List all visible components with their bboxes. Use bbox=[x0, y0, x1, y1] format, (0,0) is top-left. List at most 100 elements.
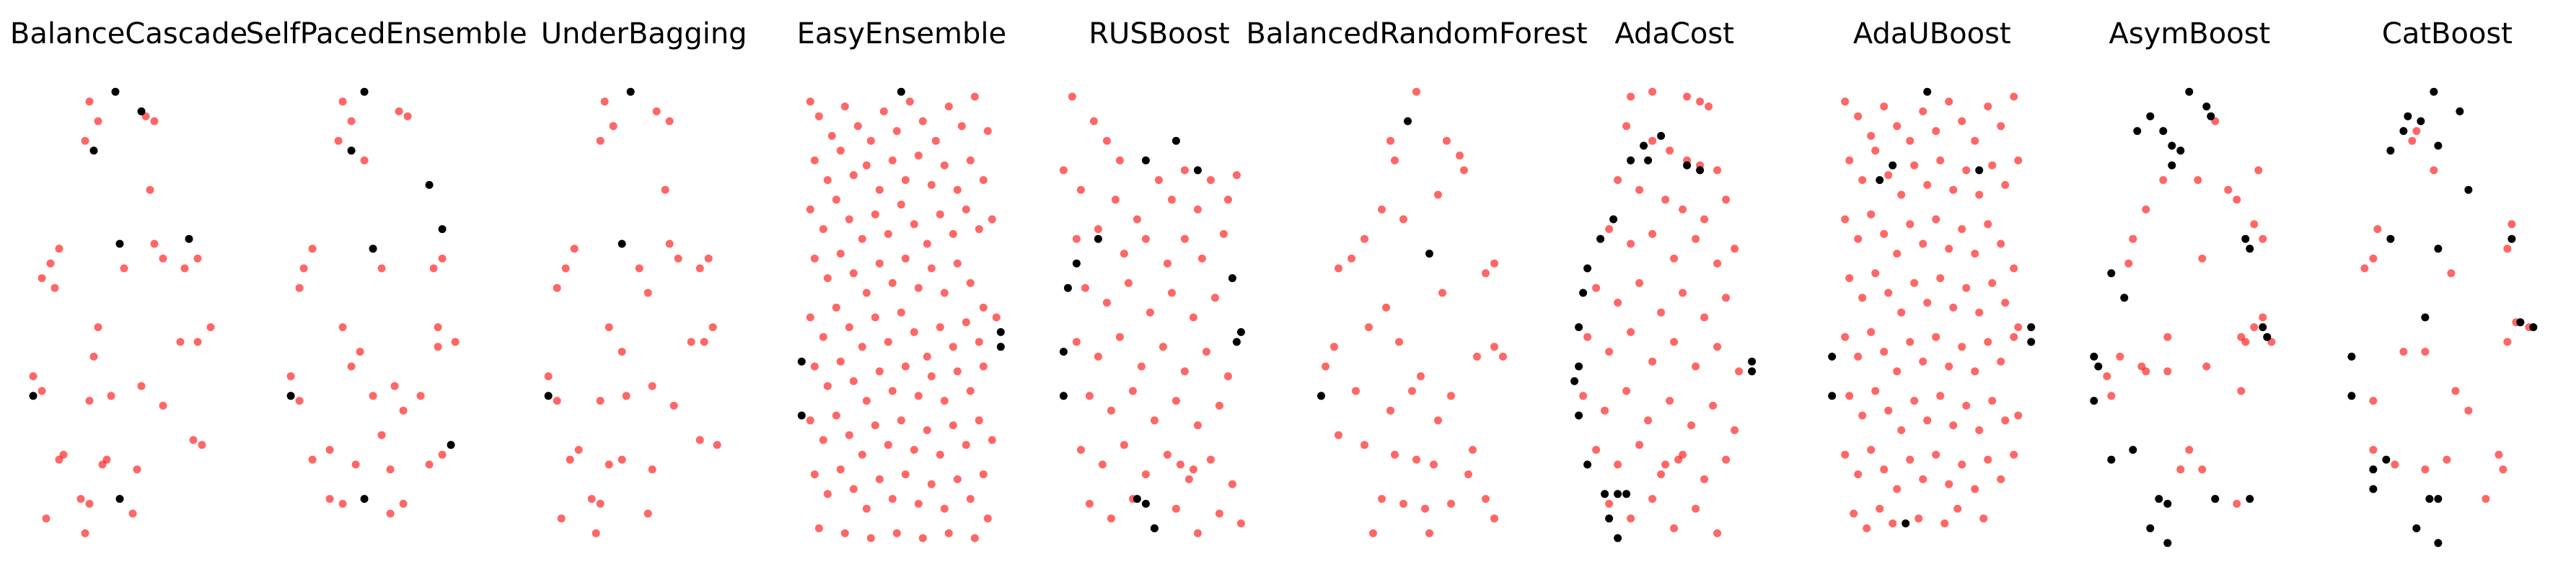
kept-point bbox=[1863, 524, 1871, 532]
kept-point bbox=[325, 495, 334, 503]
dropped-point bbox=[2425, 495, 2434, 503]
dropped-point bbox=[1063, 283, 1072, 292]
dropped-point bbox=[1828, 392, 1837, 400]
kept-point bbox=[1988, 397, 1997, 405]
kept-point bbox=[2369, 254, 2378, 263]
kept-point bbox=[1236, 519, 1245, 528]
kept-point bbox=[901, 176, 910, 185]
kept-point bbox=[1128, 387, 1137, 395]
dropped-point bbox=[1583, 264, 1592, 273]
kept-point bbox=[1124, 278, 1133, 287]
kept-point bbox=[2254, 166, 2263, 175]
kept-point bbox=[1880, 229, 1889, 238]
kept-point bbox=[128, 509, 137, 518]
kept-point bbox=[888, 156, 897, 164]
kept-point bbox=[2224, 185, 2233, 194]
kept-point bbox=[1223, 372, 1232, 381]
kept-point bbox=[1722, 455, 1731, 464]
dropped-point bbox=[1923, 87, 1932, 96]
kept-point bbox=[159, 401, 167, 410]
kept-point bbox=[1674, 455, 1683, 464]
dropped-point bbox=[2168, 161, 2176, 170]
kept-point bbox=[150, 117, 159, 126]
kept-point bbox=[2421, 465, 2430, 474]
kept-point bbox=[1150, 416, 1159, 425]
kept-point bbox=[1622, 387, 1631, 395]
kept-point bbox=[862, 504, 871, 513]
kept-point bbox=[897, 201, 905, 209]
dropped-point bbox=[1193, 166, 1202, 175]
kept-point bbox=[1102, 136, 1111, 145]
kept-point bbox=[1330, 343, 1338, 351]
kept-point bbox=[1657, 308, 1666, 317]
kept-point bbox=[1910, 278, 1919, 287]
kept-point bbox=[940, 397, 949, 405]
kept-point bbox=[1679, 289, 1687, 297]
kept-point bbox=[1670, 524, 1679, 532]
kept-point bbox=[853, 122, 862, 131]
kept-point bbox=[334, 136, 343, 145]
kept-point bbox=[1841, 333, 1850, 341]
kept-point bbox=[832, 195, 840, 204]
kept-point bbox=[1997, 357, 2005, 366]
kept-point bbox=[1867, 131, 1876, 140]
kept-point bbox=[927, 372, 936, 381]
kept-point bbox=[966, 495, 975, 503]
kept-point bbox=[1722, 195, 1731, 204]
kept-point bbox=[1180, 166, 1189, 175]
kept-point bbox=[1858, 411, 1867, 420]
kept-point bbox=[1059, 166, 1068, 175]
kept-point bbox=[643, 509, 652, 518]
kept-point bbox=[1915, 514, 1923, 523]
kept-point bbox=[434, 323, 442, 332]
kept-point bbox=[1949, 185, 1958, 194]
kept-point bbox=[962, 318, 970, 327]
kept-point bbox=[1159, 343, 1167, 351]
dropped-point bbox=[2163, 539, 2172, 547]
kept-point bbox=[1975, 190, 1984, 199]
kept-point bbox=[2259, 234, 2267, 243]
kept-point bbox=[914, 392, 923, 400]
dropped-point bbox=[360, 495, 369, 503]
dropped-point bbox=[185, 234, 193, 243]
kept-point bbox=[966, 387, 975, 395]
kept-point bbox=[849, 171, 858, 180]
dropped-point bbox=[1072, 259, 1081, 268]
kept-point bbox=[180, 264, 189, 273]
dropped-point bbox=[2094, 362, 2103, 371]
kept-point bbox=[1893, 122, 1902, 131]
kept-point bbox=[1700, 313, 1709, 322]
dropped-point bbox=[2241, 234, 2250, 243]
kept-point bbox=[849, 485, 858, 493]
kept-point bbox=[979, 470, 988, 479]
kept-point bbox=[1141, 234, 1150, 243]
kept-point bbox=[897, 308, 905, 317]
kept-point bbox=[1696, 97, 1705, 106]
kept-point bbox=[884, 229, 892, 238]
kept-point bbox=[687, 338, 695, 346]
panel-title: AdaCost bbox=[1614, 17, 1734, 50]
dropped-point bbox=[1975, 166, 1984, 175]
kept-point bbox=[1137, 362, 1146, 371]
dropped-point bbox=[1575, 362, 1583, 371]
dropped-point bbox=[2434, 245, 2443, 253]
kept-point bbox=[1919, 107, 1927, 115]
kept-point bbox=[85, 397, 94, 405]
kept-point bbox=[1841, 215, 1850, 224]
kept-point bbox=[1592, 283, 1601, 292]
kept-point bbox=[806, 416, 814, 425]
kept-point bbox=[713, 441, 721, 449]
kept-point bbox=[1592, 446, 1601, 454]
kept-point bbox=[2116, 352, 2124, 361]
kept-point bbox=[1614, 299, 1622, 307]
kept-point bbox=[1897, 426, 1906, 434]
kept-point bbox=[2001, 299, 2010, 307]
dropped-point bbox=[1317, 392, 1325, 400]
kept-point bbox=[2451, 387, 2460, 395]
kept-point bbox=[617, 455, 626, 464]
kept-point bbox=[1709, 401, 1718, 410]
kept-point bbox=[2142, 205, 2150, 214]
kept-point bbox=[1923, 416, 1932, 425]
kept-point bbox=[1215, 401, 1223, 410]
dropped-point bbox=[2369, 465, 2378, 474]
